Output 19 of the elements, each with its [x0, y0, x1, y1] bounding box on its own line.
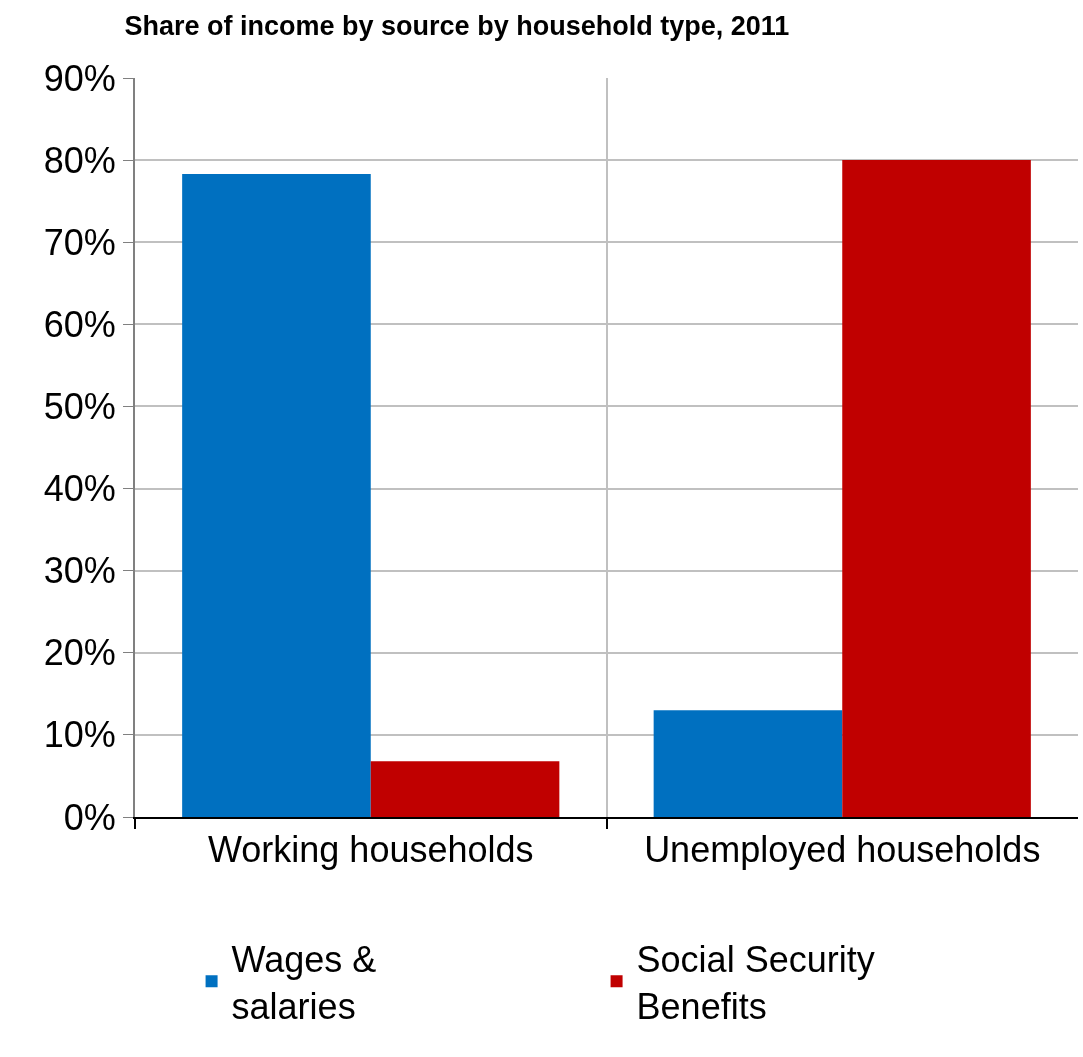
- bar: [653, 710, 843, 817]
- y-tick-label: 60%: [43, 303, 116, 345]
- x-tick-label: Unemployed households: [644, 829, 1041, 871]
- y-tick-label: 70%: [43, 221, 116, 263]
- legend-label: Wages & salaries: [231, 938, 377, 1027]
- y-tick-label: 90%: [43, 57, 116, 99]
- x-tick-label: Working households: [207, 829, 534, 871]
- bar: [370, 761, 560, 817]
- y-tick-label: 30%: [43, 550, 116, 592]
- y-tick-label: 40%: [43, 468, 116, 510]
- y-tick-label: 0%: [63, 796, 116, 838]
- y-tick-label: 10%: [43, 714, 116, 756]
- y-tick-label: 50%: [43, 386, 116, 428]
- chart-title: Share of income by source by household type, 2011: [124, 10, 790, 41]
- y-tick-label: 80%: [43, 139, 116, 181]
- y-tick-label: 20%: [43, 632, 116, 674]
- legend-label: Social Security Benefits: [636, 938, 875, 1027]
- bar: [182, 174, 371, 817]
- bar: [842, 160, 1031, 817]
